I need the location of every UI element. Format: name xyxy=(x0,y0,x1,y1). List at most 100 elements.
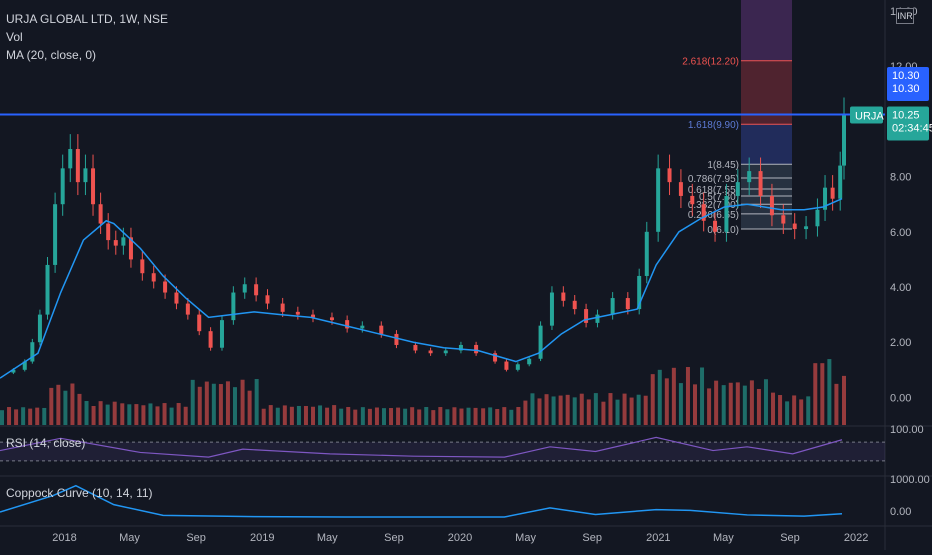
volume-bar xyxy=(799,399,804,425)
volume-bar xyxy=(636,394,641,425)
coppock-legend: Coppock Curve (10, 14, 11) xyxy=(6,486,153,500)
rsi-line xyxy=(0,436,843,458)
candle-body xyxy=(504,361,509,370)
volume-bar xyxy=(481,408,486,425)
candle-body xyxy=(538,325,543,359)
volume-bar xyxy=(218,384,223,425)
candle-body xyxy=(197,314,202,332)
x-axis-tick-label: May xyxy=(713,532,734,544)
candle-body xyxy=(678,182,683,196)
price-tag xyxy=(887,106,929,141)
volume-bar xyxy=(0,410,4,425)
volume-bar xyxy=(296,405,301,425)
price-tag xyxy=(887,67,929,101)
volume-bar xyxy=(353,409,358,425)
candle-body xyxy=(83,168,88,183)
volume-bar xyxy=(565,394,570,425)
volume-bar xyxy=(685,367,690,425)
candle-body xyxy=(830,187,835,199)
volume-bar xyxy=(325,407,330,425)
volume-bar xyxy=(112,401,117,425)
volume-bar xyxy=(197,386,202,425)
current-price-label: 10.25 xyxy=(892,110,920,122)
candle-body xyxy=(128,237,133,260)
volume-bar xyxy=(756,388,761,425)
volume-bar xyxy=(155,406,160,425)
volume-bar xyxy=(268,405,273,425)
volume-bar xyxy=(488,407,493,425)
volume-bar xyxy=(452,407,457,425)
volume-bar xyxy=(650,374,655,425)
fib-level-label: 0.786(7.95) xyxy=(688,174,739,185)
x-axis-tick-label: 2020 xyxy=(448,532,472,544)
volume-bar xyxy=(778,395,783,425)
volume-bar xyxy=(806,396,811,425)
volume-bar xyxy=(431,410,436,425)
volume-bar xyxy=(403,408,408,425)
candle-body xyxy=(549,292,554,326)
candle-body xyxy=(842,114,846,166)
volume-bar xyxy=(700,367,705,425)
candle-body xyxy=(106,223,111,241)
volume-bar xyxy=(204,381,209,425)
volume-bar xyxy=(728,382,733,425)
ma-line xyxy=(0,198,843,379)
symbol-legend: URJA GLOBAL LTD, 1W, NSE xyxy=(6,12,169,26)
volume-bar xyxy=(495,409,500,425)
candle-body xyxy=(265,295,270,304)
candle-body xyxy=(781,215,786,224)
volume-bar xyxy=(261,408,266,425)
volume-bar xyxy=(424,407,429,425)
candle-body xyxy=(91,168,96,205)
candle-body xyxy=(735,182,740,196)
x-axis-tick-label: Sep xyxy=(186,532,206,544)
candle-body xyxy=(208,331,213,348)
fib-level-label: 0.382(7.00) xyxy=(688,200,739,211)
symbol-tag xyxy=(850,106,883,124)
volume-bar xyxy=(303,406,308,425)
candle-body xyxy=(151,273,156,282)
candle-body xyxy=(838,165,843,199)
symbol-tag-label: URJA xyxy=(855,111,884,123)
volume-bar xyxy=(332,405,337,425)
candle-body xyxy=(37,314,42,343)
volume-bar xyxy=(289,406,294,425)
volume-bar xyxy=(657,369,662,425)
volume-bar xyxy=(692,384,697,425)
candle-body xyxy=(311,314,316,318)
candle-body xyxy=(610,298,615,315)
candle-body xyxy=(394,333,399,345)
candle-body xyxy=(22,361,27,370)
fib-zone xyxy=(741,0,792,61)
rsi-legend: RSI (14, close) xyxy=(6,436,86,450)
coppock-line xyxy=(0,484,843,518)
ma-legend: MA (20, close, 0) xyxy=(6,48,97,62)
volume-bar xyxy=(417,409,422,425)
candle-body xyxy=(53,204,58,265)
volume-bar xyxy=(28,408,33,425)
volume-bar xyxy=(615,399,620,425)
y-axis-tick-label: 2.00 xyxy=(890,337,911,349)
rsi-band xyxy=(0,442,885,461)
currency-label[interactable]: INR xyxy=(896,8,914,24)
volume-bar xyxy=(183,406,188,425)
y-axis-tick-label: 4.00 xyxy=(890,282,911,294)
volume-bar xyxy=(622,393,627,425)
fib-zone xyxy=(741,124,792,165)
volume-bar xyxy=(134,404,139,425)
volume-bar xyxy=(190,379,195,425)
volume-bar xyxy=(537,398,542,425)
candle-body xyxy=(595,314,600,323)
candle-body xyxy=(413,344,418,351)
candle-body xyxy=(242,284,247,293)
volume-bar xyxy=(820,363,825,425)
candle-body xyxy=(163,281,168,293)
volume-bar xyxy=(466,407,471,425)
candle-body xyxy=(584,309,589,323)
x-axis-tick-label: 2019 xyxy=(250,532,274,544)
volume-bar xyxy=(105,404,110,425)
price-tag-label: 10.30 xyxy=(892,70,920,82)
volume-bar xyxy=(601,401,606,425)
candle-body xyxy=(690,195,695,205)
